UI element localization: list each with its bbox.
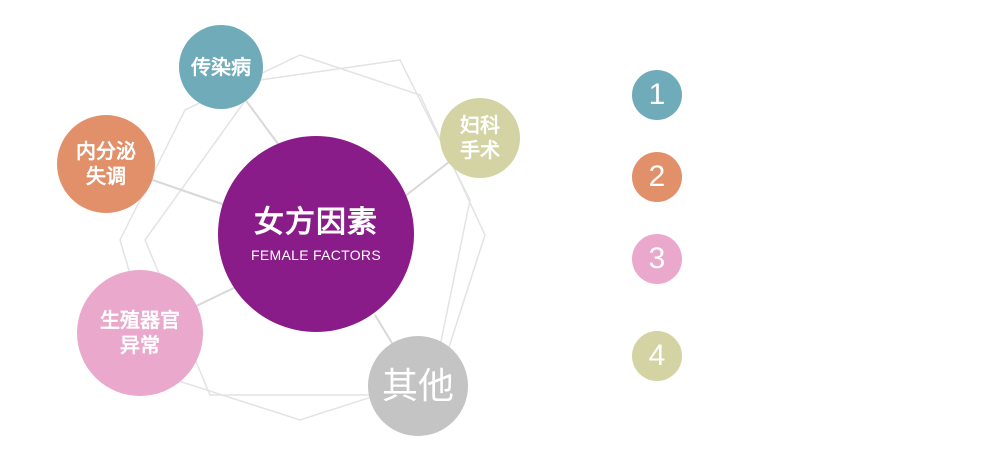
legend-number: 4 xyxy=(648,339,666,372)
node-label-line1: 妇科 xyxy=(460,113,500,137)
legend-number: 3 xyxy=(648,242,666,275)
node-label-line2: 失调 xyxy=(86,164,126,188)
legend-badge-4: 4 xyxy=(632,331,682,381)
node-label-line2: 异常 xyxy=(120,333,160,357)
node-endocrine-disorder: 内分泌 失调 xyxy=(57,115,155,213)
node-label: 其他 xyxy=(381,365,454,407)
center-subtitle: FEMALE FACTORS xyxy=(251,247,381,263)
legend-badge-3: 3 xyxy=(632,234,682,284)
legend-badge-2: 2 xyxy=(632,152,682,202)
node-label-line2: 手术 xyxy=(460,138,500,162)
center-title: 女方因素 xyxy=(254,204,378,240)
node-infectious-disease: 传染病 xyxy=(179,25,263,109)
node-label: 传染病 xyxy=(191,54,251,79)
legend-badge-1: 1 xyxy=(632,70,682,120)
center-node-female-factors: 女方因素 FEMALE FACTORS xyxy=(218,136,414,332)
legend-number: 1 xyxy=(648,78,666,111)
node-label-line1: 内分泌 xyxy=(76,139,136,163)
legend-number: 2 xyxy=(648,160,666,193)
node-other: 其他 xyxy=(368,336,468,436)
node-gynecologic-surgery: 妇科 手术 xyxy=(440,98,520,178)
node-reproductive-abnormality: 生殖器官 异常 xyxy=(77,270,203,396)
node-label-line1: 生殖器官 xyxy=(100,308,180,332)
